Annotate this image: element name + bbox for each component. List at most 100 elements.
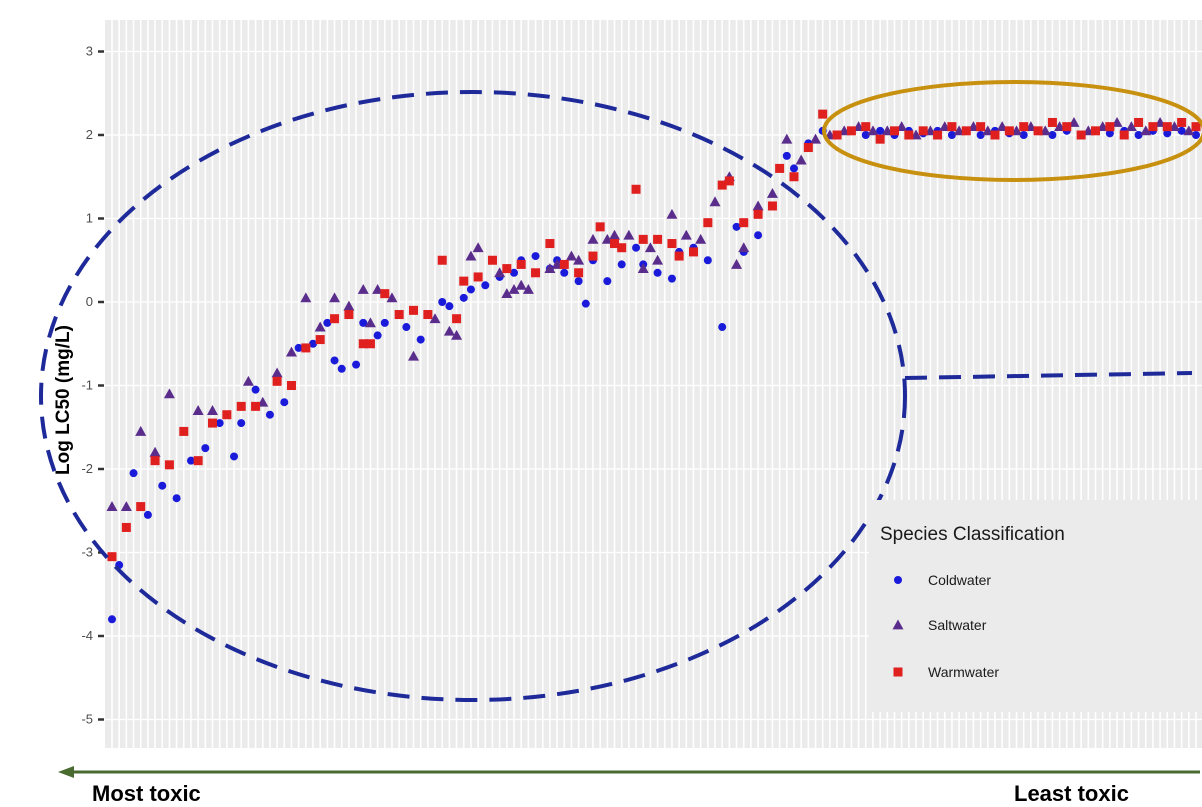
- saltwater-point: [429, 313, 441, 324]
- coldwater-point: [581, 299, 590, 308]
- warmwater-point: [365, 339, 375, 349]
- warmwater-point: [674, 251, 684, 261]
- coldwater-point: [186, 456, 195, 465]
- warmwater-point: [688, 247, 698, 257]
- data-points: [106, 109, 1201, 624]
- warmwater-point: [452, 314, 462, 324]
- coldwater-point: [617, 260, 626, 269]
- coldwater-point: [294, 343, 303, 352]
- legend-key-saltwater: [892, 619, 904, 630]
- legend-key-warmwater: [893, 667, 903, 677]
- saltwater-point: [465, 250, 477, 261]
- saltwater-point: [408, 350, 420, 361]
- coldwater-point: [481, 281, 490, 290]
- saltwater-point: [680, 229, 692, 240]
- warmwater-point: [121, 522, 131, 532]
- y-tick-label: -3: [81, 545, 93, 560]
- y-tick-label: -2: [81, 461, 93, 476]
- warmwater-point: [818, 109, 828, 119]
- coldwater-point: [265, 410, 274, 419]
- warmwater-point: [315, 335, 325, 345]
- warmwater-point: [1062, 122, 1072, 132]
- warmwater-point: [236, 401, 246, 411]
- blue-dashed-connector: [904, 371, 1193, 380]
- warmwater-point: [344, 310, 354, 320]
- warmwater-point: [990, 130, 1000, 140]
- coldwater-point: [653, 268, 662, 277]
- coldwater-point: [309, 339, 318, 348]
- warmwater-point: [947, 122, 957, 132]
- saltwater-point: [135, 425, 147, 436]
- warmwater-point: [875, 134, 885, 144]
- legend-label-warmwater: Warmwater: [928, 664, 999, 680]
- saltwater-point: [329, 292, 341, 303]
- warmwater-point: [789, 172, 799, 182]
- saltwater-point: [1183, 125, 1195, 136]
- saltwater-point: [738, 242, 750, 253]
- coldwater-point: [237, 419, 246, 428]
- warmwater-point: [487, 255, 497, 265]
- y-axis-label: Log LC50 (mg/L): [53, 325, 74, 475]
- warmwater-point: [179, 426, 189, 436]
- saltwater-point: [623, 229, 635, 240]
- saltwater-point: [192, 405, 204, 415]
- legend-title: Species Classification: [880, 524, 1065, 545]
- saltwater-point: [766, 187, 778, 198]
- coldwater-point: [143, 510, 152, 519]
- saltwater-point: [443, 325, 455, 336]
- warmwater-point: [1191, 122, 1201, 132]
- saltwater-point: [695, 233, 707, 244]
- saltwater-point: [508, 283, 520, 294]
- warmwater-point: [861, 122, 871, 132]
- coldwater-point: [108, 615, 116, 624]
- saltwater-point: [795, 154, 807, 165]
- coldwater-point: [445, 302, 454, 311]
- warmwater-point: [775, 163, 785, 173]
- coldwater-point: [1177, 126, 1186, 135]
- coldwater-point: [466, 285, 475, 294]
- y-tick-label: -4: [81, 628, 93, 643]
- warmwater-point: [107, 552, 117, 562]
- saltwater-point: [810, 133, 822, 144]
- warmwater-point: [1177, 117, 1187, 127]
- coldwater-point: [574, 277, 583, 286]
- saltwater-point: [472, 242, 484, 253]
- warmwater-point: [272, 376, 282, 386]
- coldwater-point: [1192, 131, 1200, 139]
- y-tick-label: -1: [81, 378, 93, 393]
- warmwater-point: [531, 268, 541, 278]
- coldwater-point: [510, 268, 519, 277]
- coldwater-point: [560, 268, 569, 277]
- saltwater-point: [207, 405, 219, 415]
- coldwater-point: [1048, 131, 1057, 139]
- coldwater-point: [632, 243, 641, 252]
- coldwater-point: [703, 256, 712, 265]
- coldwater-point: [718, 323, 727, 332]
- coldwater-point: [667, 274, 676, 283]
- warmwater-point: [889, 126, 899, 136]
- coldwater-point: [352, 360, 361, 369]
- warmwater-point: [617, 243, 627, 253]
- saltwater-point: [386, 292, 398, 303]
- warmwater-point: [739, 218, 749, 228]
- warmwater-point: [832, 130, 842, 140]
- warmwater-point: [286, 381, 296, 390]
- warmwater-point: [631, 184, 641, 194]
- coldwater-point: [603, 277, 612, 286]
- warmwater-point: [717, 180, 727, 190]
- warmwater-point: [846, 126, 856, 136]
- warmwater-point: [574, 268, 584, 278]
- warmwater-point: [545, 239, 555, 249]
- warmwater-point: [933, 130, 943, 140]
- warmwater-point: [976, 122, 986, 132]
- y-tick-label: 1: [86, 211, 93, 226]
- saltwater-point: [494, 267, 506, 278]
- saltwater-point: [573, 254, 585, 265]
- coldwater-point: [876, 126, 885, 135]
- coldwater-point: [337, 364, 346, 373]
- y-tick-label: 0: [86, 294, 93, 309]
- legend-label-saltwater: Saltwater: [928, 617, 987, 633]
- annotations: [39, 80, 1202, 778]
- warmwater-point: [803, 143, 813, 153]
